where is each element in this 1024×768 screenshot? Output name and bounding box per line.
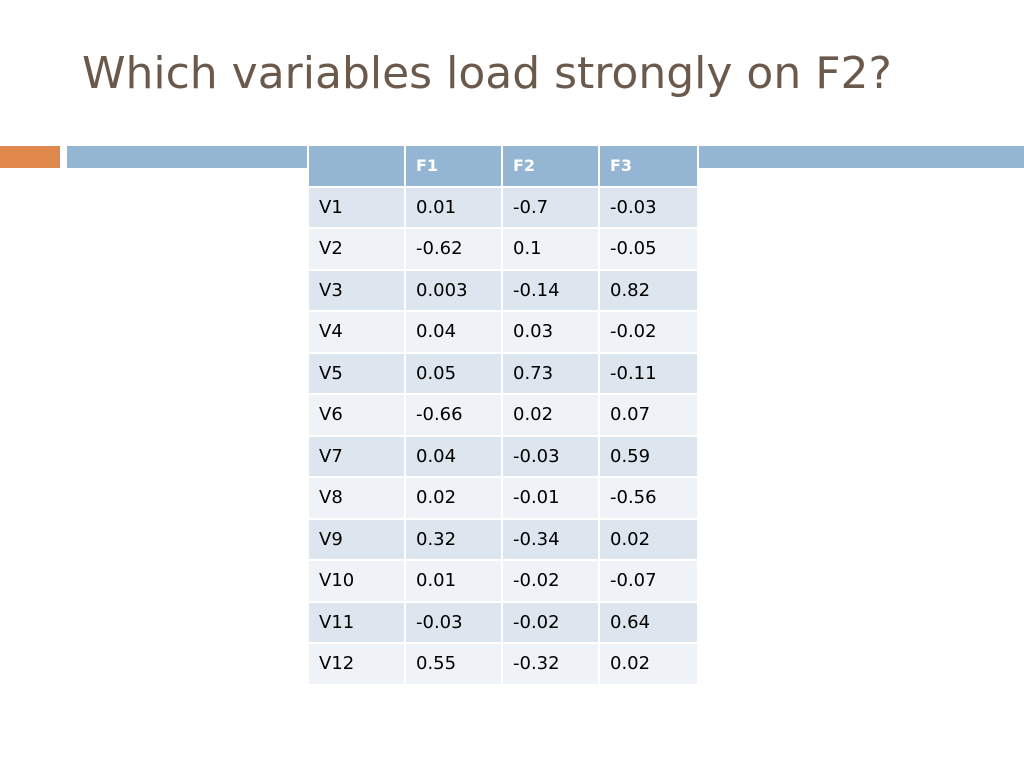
loading-cell-f2: 0.73: [501, 351, 600, 395]
loading-cell-f3: -0.07: [598, 559, 699, 603]
table-row: V10 0.01 -0.02 -0.07: [307, 559, 699, 603]
slide-title: Which variables load strongly on F2?: [82, 48, 892, 99]
loading-cell-f2: -0.32: [501, 642, 600, 686]
loading-cell-f2: -0.7: [501, 185, 600, 229]
loading-cell-f3: 0.59: [598, 434, 699, 478]
header-cell-f1: F1: [404, 144, 503, 188]
loading-cell-f1: 0.003: [404, 268, 503, 312]
table-row: V9 0.32 -0.34 0.02: [307, 517, 699, 561]
table-row: V8 0.02 -0.01 -0.56: [307, 476, 699, 520]
loading-cell-f3: -0.05: [598, 227, 699, 271]
table-row: V6 -0.66 0.02 0.07: [307, 393, 699, 437]
loading-cell-f3: 0.02: [598, 642, 699, 686]
loading-cell-f1: 0.01: [404, 559, 503, 603]
variable-cell: V1: [307, 185, 406, 229]
loading-cell-f3: 0.07: [598, 393, 699, 437]
variable-cell: V2: [307, 227, 406, 271]
header-cell-f2: F2: [501, 144, 600, 188]
loading-cell-f2: -0.34: [501, 517, 600, 561]
loading-cell-f2: 0.1: [501, 227, 600, 271]
loading-cell-f1: 0.04: [404, 434, 503, 478]
loading-cell-f1: 0.55: [404, 642, 503, 686]
factor-loadings-table: F1 F2 F3 V1 0.01 -0.7 -0.03 V2 -0.62 0.1…: [307, 144, 699, 686]
variable-cell: V11: [307, 600, 406, 644]
table-row: V7 0.04 -0.03 0.59: [307, 434, 699, 478]
loading-cell-f1: -0.66: [404, 393, 503, 437]
loading-cell-f2: -0.01: [501, 476, 600, 520]
loading-cell-f1: 0.02: [404, 476, 503, 520]
loading-cell-f3: 0.82: [598, 268, 699, 312]
variable-cell: V9: [307, 517, 406, 561]
variable-cell: V4: [307, 310, 406, 354]
variable-cell: V7: [307, 434, 406, 478]
table-row: V12 0.55 -0.32 0.02: [307, 642, 699, 686]
loading-cell-f1: 0.04: [404, 310, 503, 354]
loading-cell-f2: 0.02: [501, 393, 600, 437]
variable-cell: V6: [307, 393, 406, 437]
table-row: V2 -0.62 0.1 -0.05: [307, 227, 699, 271]
table-row: V11 -0.03 -0.02 0.64: [307, 600, 699, 644]
loading-cell-f3: 0.64: [598, 600, 699, 644]
loading-cell-f3: -0.03: [598, 185, 699, 229]
table-row: V4 0.04 0.03 -0.02: [307, 310, 699, 354]
loading-cell-f1: 0.05: [404, 351, 503, 395]
loading-cell-f3: 0.02: [598, 517, 699, 561]
variable-cell: V10: [307, 559, 406, 603]
loading-cell-f3: -0.56: [598, 476, 699, 520]
header-cell-f3: F3: [598, 144, 699, 188]
loading-cell-f2: 0.03: [501, 310, 600, 354]
loading-cell-f2: -0.14: [501, 268, 600, 312]
table-row: V1 0.01 -0.7 -0.03: [307, 185, 699, 229]
loading-cell-f3: -0.11: [598, 351, 699, 395]
loading-cell-f1: 0.32: [404, 517, 503, 561]
variable-cell: V3: [307, 268, 406, 312]
accent-bar-orange: [0, 146, 60, 168]
table-row: V3 0.003 -0.14 0.82: [307, 268, 699, 312]
loading-cell-f1: 0.01: [404, 185, 503, 229]
variable-cell: V8: [307, 476, 406, 520]
loading-cell-f2: -0.02: [501, 559, 600, 603]
variable-cell: V12: [307, 642, 406, 686]
loading-cell-f3: -0.02: [598, 310, 699, 354]
table-header-row: F1 F2 F3: [307, 144, 699, 188]
header-cell-empty: [307, 144, 406, 188]
loading-cell-f2: -0.02: [501, 600, 600, 644]
loading-cell-f1: -0.03: [404, 600, 503, 644]
table-row: V5 0.05 0.73 -0.11: [307, 351, 699, 395]
loading-cell-f2: -0.03: [501, 434, 600, 478]
loading-cell-f1: -0.62: [404, 227, 503, 271]
variable-cell: V5: [307, 351, 406, 395]
